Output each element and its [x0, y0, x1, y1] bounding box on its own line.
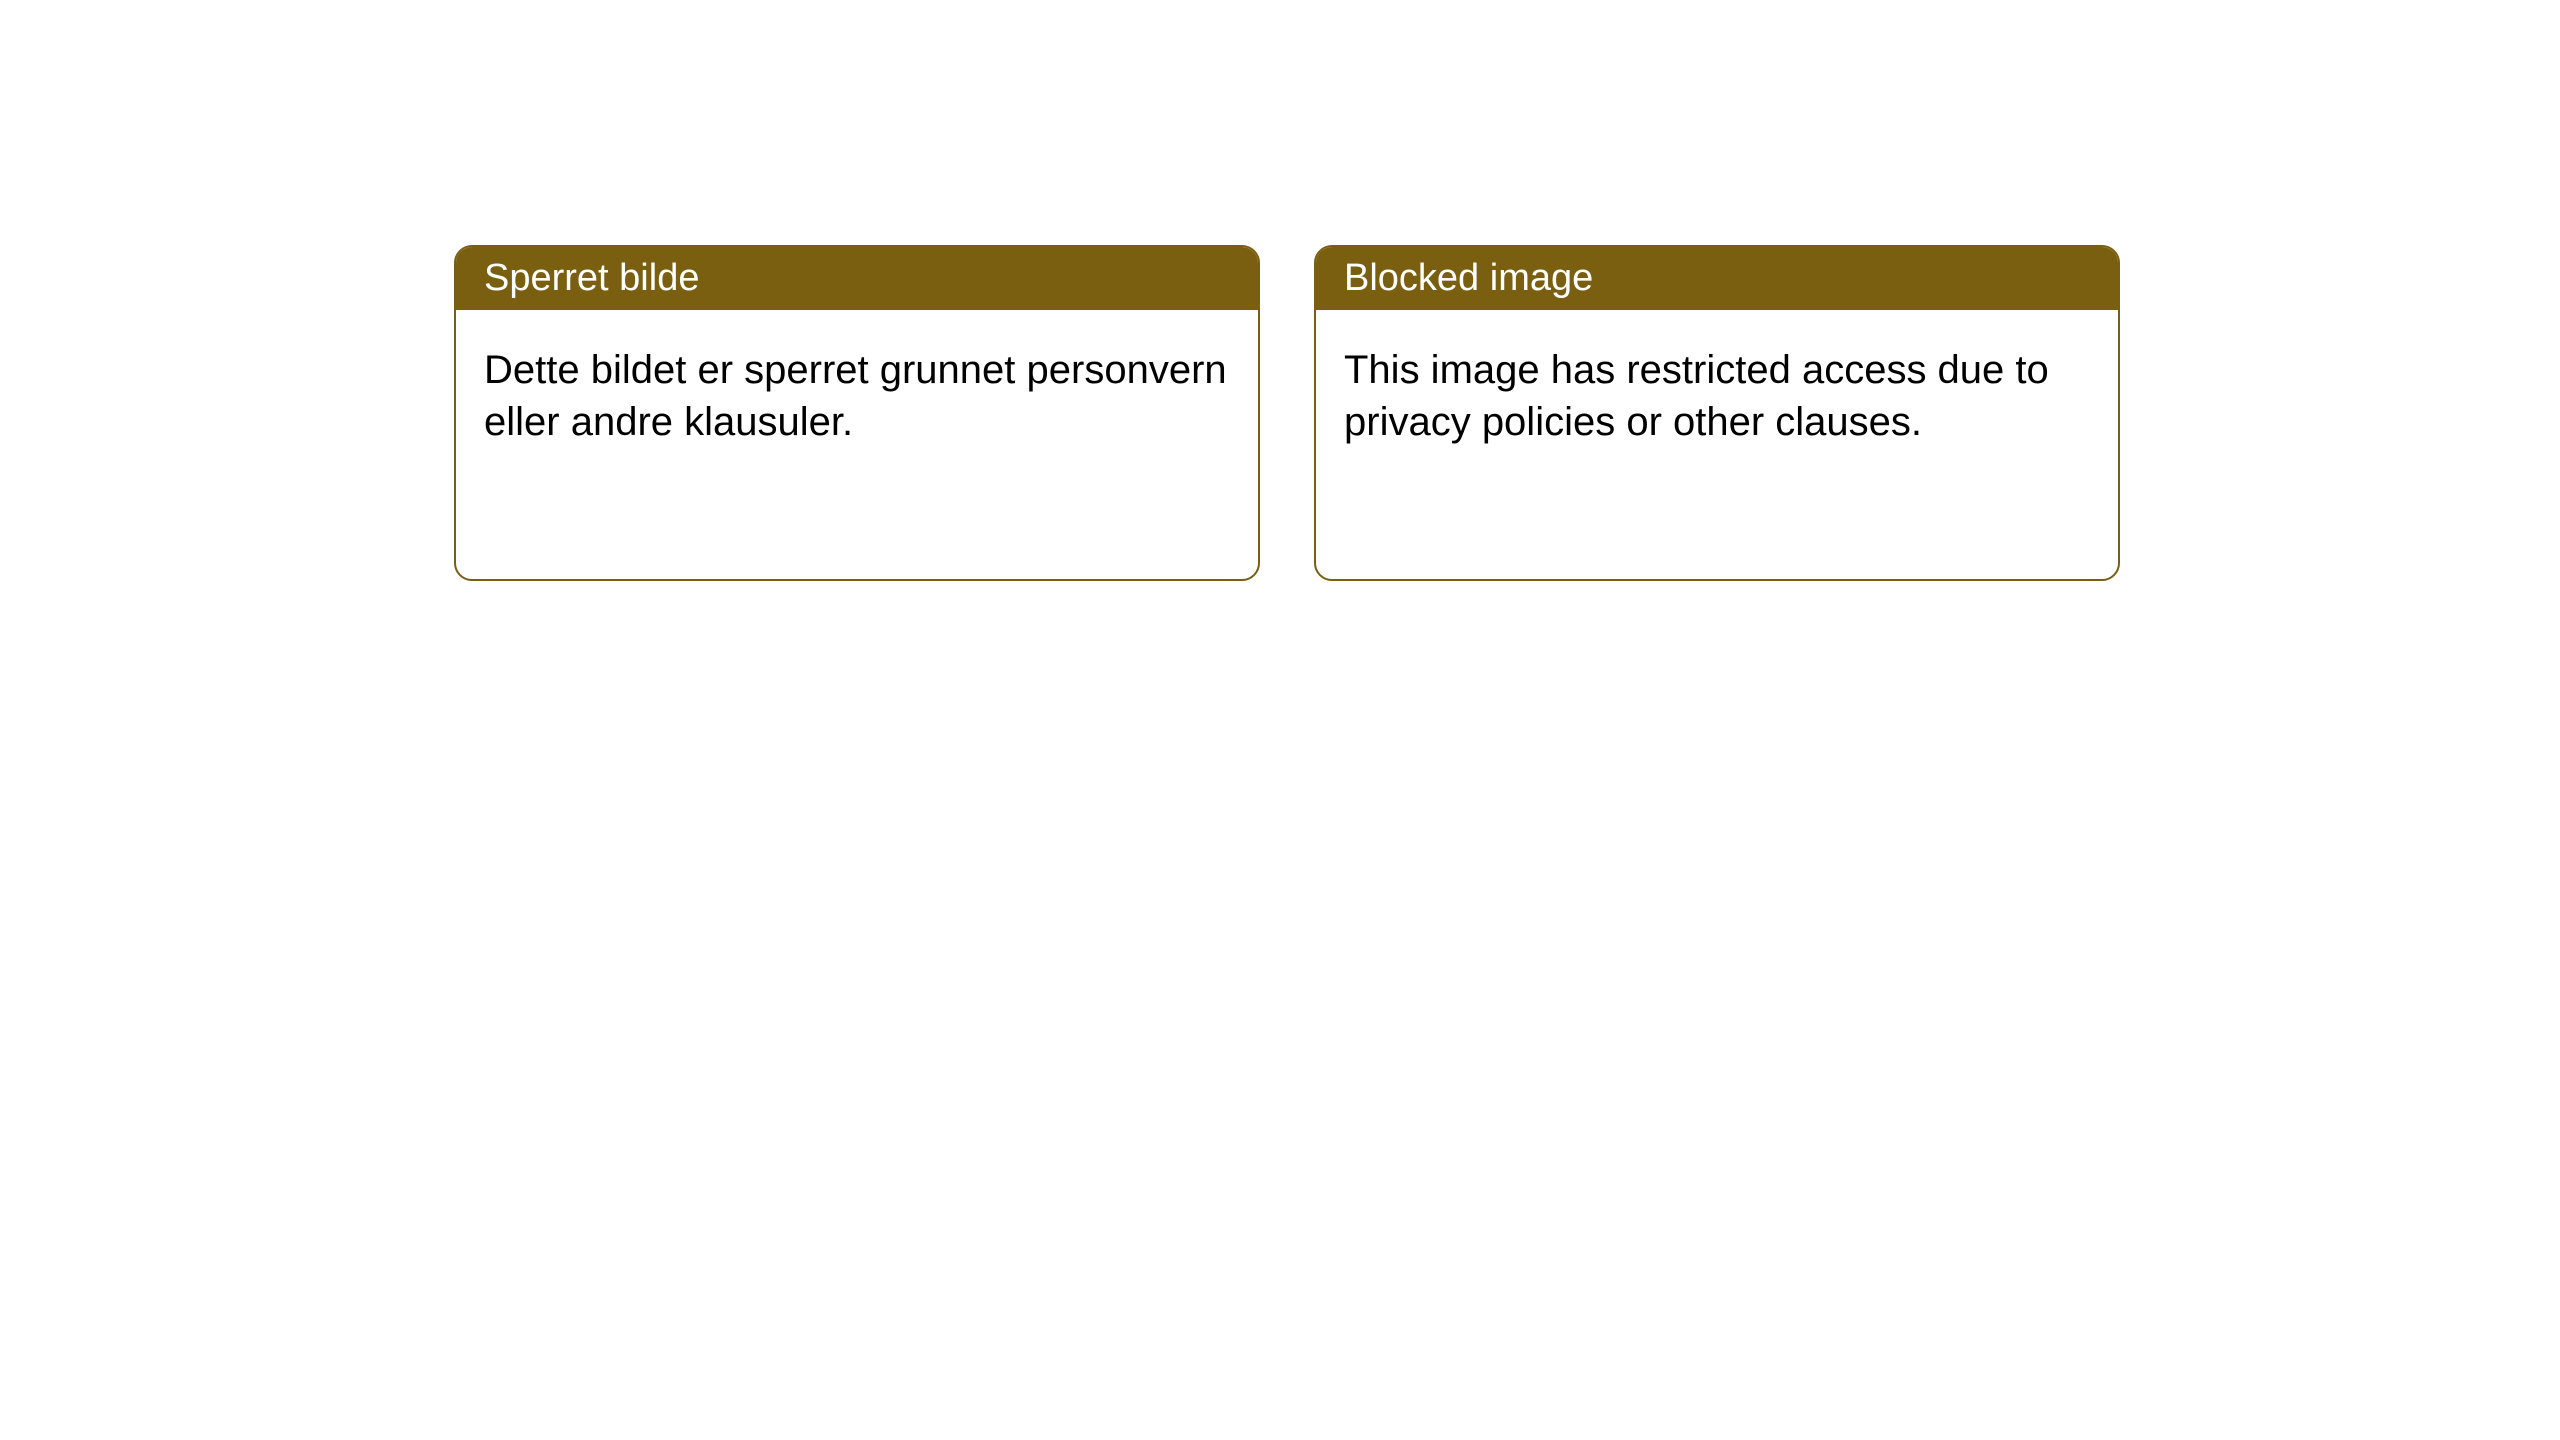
notice-cards-container: Sperret bilde Dette bildet er sperret gr… [0, 0, 2560, 581]
card-body: This image has restricted access due to … [1316, 310, 2118, 482]
card-header: Sperret bilde [456, 247, 1258, 310]
card-body: Dette bildet er sperret grunnet personve… [456, 310, 1258, 482]
notice-card-english: Blocked image This image has restricted … [1314, 245, 2120, 581]
notice-card-norwegian: Sperret bilde Dette bildet er sperret gr… [454, 245, 1260, 581]
card-header: Blocked image [1316, 247, 2118, 310]
